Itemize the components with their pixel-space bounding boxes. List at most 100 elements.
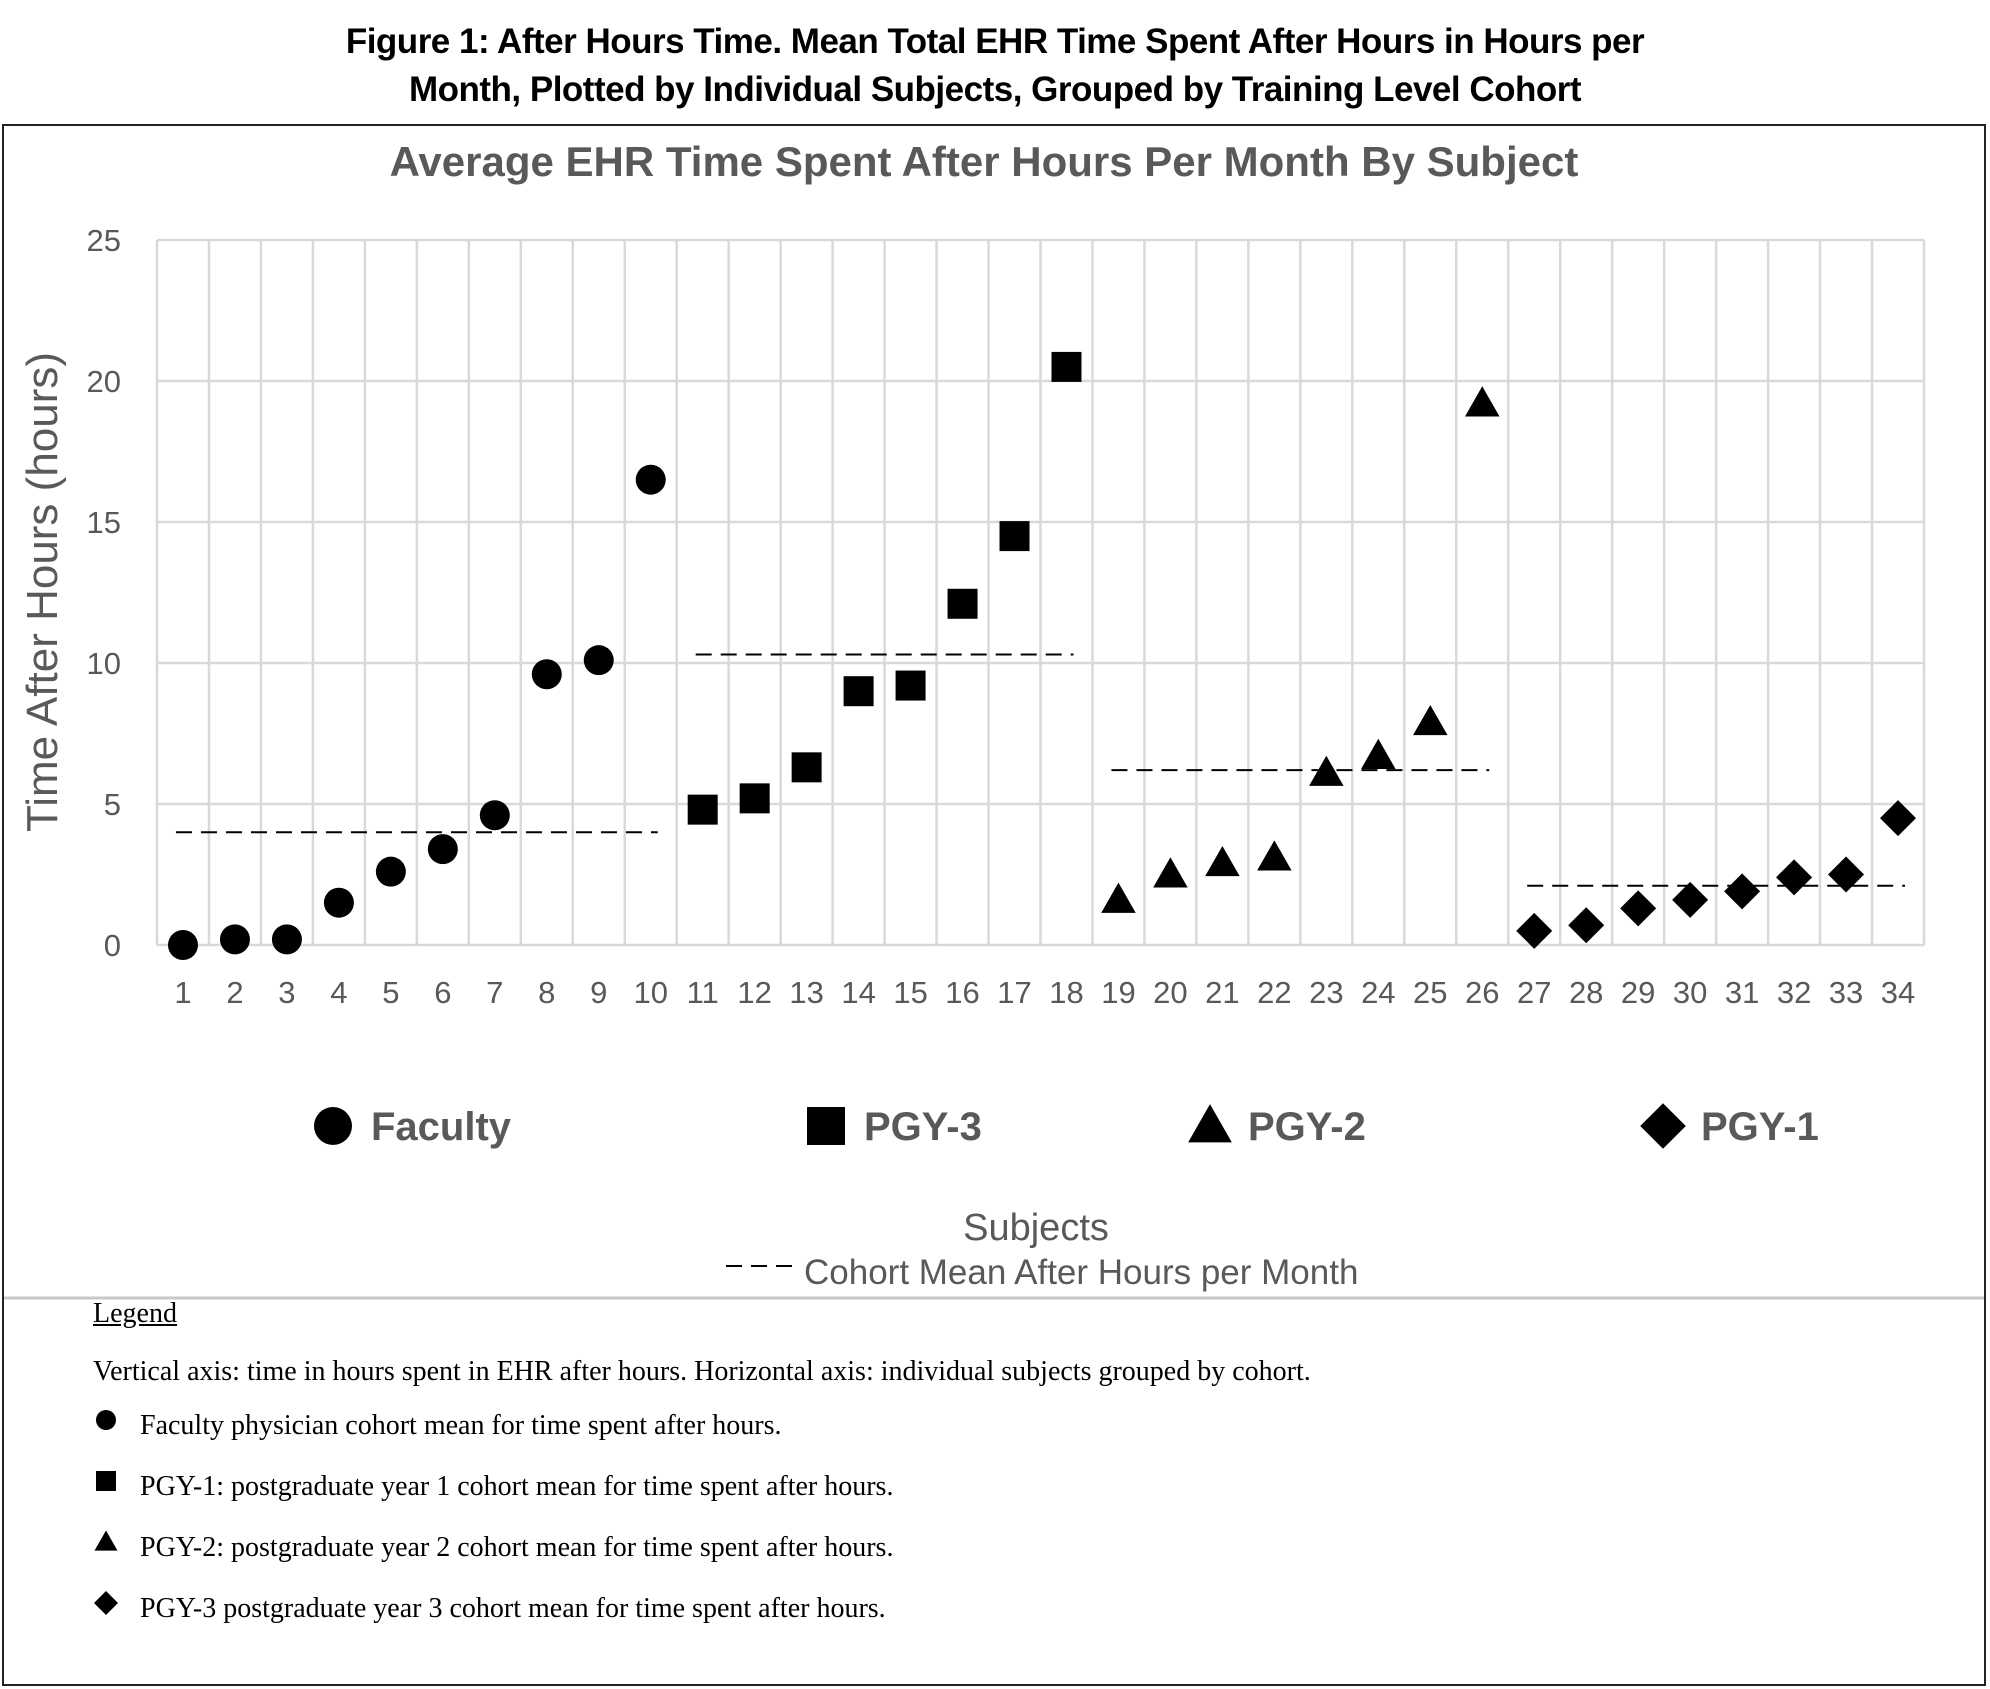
legend-label: PGY-3 [864,1105,982,1149]
legend-row-text: PGY-1: postgraduate year 1 cohort mean f… [140,1471,894,1502]
y-tick-label: 5 [104,787,121,822]
data-point-circle [583,645,614,676]
legend-row-marker-square [96,1471,116,1491]
legend-row: PGY-1: postgraduate year 1 cohort mean f… [93,1471,1943,1532]
legend-symbol-circle [314,1107,352,1145]
data-point-square [739,783,770,814]
data-point-square [791,752,822,783]
legend-symbol-square [807,1107,845,1145]
x-tick-label: 20 [1153,975,1187,1010]
x-tick-label: 18 [1049,975,1083,1010]
legend-symbol-triangle [1188,1104,1232,1143]
x-tick-label: 17 [997,975,1031,1010]
data-point-square [843,676,874,707]
legend-label: Faculty [371,1105,512,1149]
data-point-triangle [1413,704,1448,736]
mean-lines-layer [175,653,1906,887]
data-point-triangle [1205,845,1240,877]
legend-row-marker-triangle [94,1530,118,1551]
legend-description: Vertical axis: time in hours spent in EH… [93,1356,1311,1387]
x-tick-label: 11 [687,975,719,1010]
x-tick-label: 9 [590,975,607,1010]
legend-heading: Legend [93,1298,177,1329]
x-tick-label: 4 [330,975,347,1010]
mean-line-key-label: Cohort Mean After Hours per Month [804,1253,1358,1292]
legend-entry: Faculty [314,1105,512,1149]
legend-row-symbol [96,1471,116,1491]
legend-symbol-diamond [1640,1103,1686,1149]
data-point-triangle [1361,738,1396,769]
legend-row-symbol [94,1530,118,1551]
data-point-circle [479,800,510,831]
legend-entry: PGY-1 [1640,1103,1819,1149]
data-point-diamond [1672,881,1709,918]
legend-entry: PGY-3 [807,1105,982,1149]
legend-row-text: Faculty physician cohort mean for time s… [140,1410,782,1441]
x-tick-label: 3 [278,975,295,1010]
markers-layer [167,351,1917,960]
x-tick-label: 21 [1205,975,1239,1010]
legend-row: PGY-2: postgraduate year 2 cohort mean f… [93,1530,1943,1593]
y-tick-label: 20 [87,364,121,399]
data-point-circle [427,834,458,865]
x-tick-label: 12 [737,975,771,1010]
legend-row-marker-diamond [94,1591,118,1615]
x-tick-label: 14 [841,975,875,1010]
chart-frame [2,124,1986,1686]
mean-line-key: Cohort Mean After Hours per Month [726,1253,1358,1292]
data-point-triangle [1257,840,1292,871]
data-point-circle [271,924,302,955]
x-tick-label: 32 [1777,975,1811,1010]
legend-row: Faculty physician cohort mean for time s… [93,1410,1943,1471]
grid-layer [4,238,1984,1300]
x-tick-label: 25 [1413,975,1447,1010]
x-tick-label: 31 [1725,975,1759,1010]
data-point-diamond [1620,890,1657,927]
data-point-circle [375,856,406,887]
data-point-triangle [1465,386,1500,417]
data-point-diamond [1568,907,1605,944]
legend-row-text: PGY-3 postgraduate year 3 cohort mean fo… [140,1593,886,1624]
data-point-square [1051,351,1082,382]
data-point-diamond [1516,912,1553,949]
y-tick-label: 25 [87,223,121,258]
x-tick-label: 13 [789,975,823,1010]
x-tick-label: 2 [226,975,243,1010]
x-tick-label: 10 [633,975,667,1010]
x-tick-label: 28 [1569,975,1603,1010]
y-tick-label: 0 [104,928,121,963]
legend-entry: PGY-2 [1188,1104,1366,1149]
legend-row: PGY-3 postgraduate year 3 cohort mean fo… [93,1591,1943,1654]
y-tick-label: 15 [87,505,121,540]
x-tick-label: 30 [1673,975,1707,1010]
x-tick-label: 1 [174,975,191,1010]
data-point-diamond [1776,859,1813,896]
data-point-circle [323,887,354,918]
x-tick-label: 7 [486,975,503,1010]
x-tick-label: 23 [1309,975,1343,1010]
data-point-diamond [1880,800,1917,837]
x-tick-label: 6 [434,975,451,1010]
data-point-circle [531,659,562,690]
data-point-circle [167,930,198,960]
x-tick-label: 5 [382,975,399,1010]
figure-title: Figure 1: After Hours Time. Mean Total E… [0,18,1990,114]
data-point-diamond [1724,873,1761,910]
chart-title: Average EHR Time Spent After Hours Per M… [390,138,1579,185]
legend-label: PGY-1 [1701,1105,1819,1149]
x-tick-label: 27 [1517,975,1551,1010]
x-tick-label: 22 [1257,975,1291,1010]
legend-row-symbol [94,1591,118,1615]
data-point-triangle [1153,857,1188,888]
data-point-square [999,521,1030,552]
data-point-triangle [1101,882,1136,913]
legend-row-symbol [96,1410,116,1430]
x-tick-label: 8 [538,975,555,1010]
x-tick-label: 34 [1881,975,1915,1010]
data-point-square [947,588,978,619]
data-point-square [895,670,926,701]
legend-box: Legend Vertical axis: time in hours spen… [93,1298,1943,1654]
y-axis-label: Time After Hours (hours) [18,352,67,832]
